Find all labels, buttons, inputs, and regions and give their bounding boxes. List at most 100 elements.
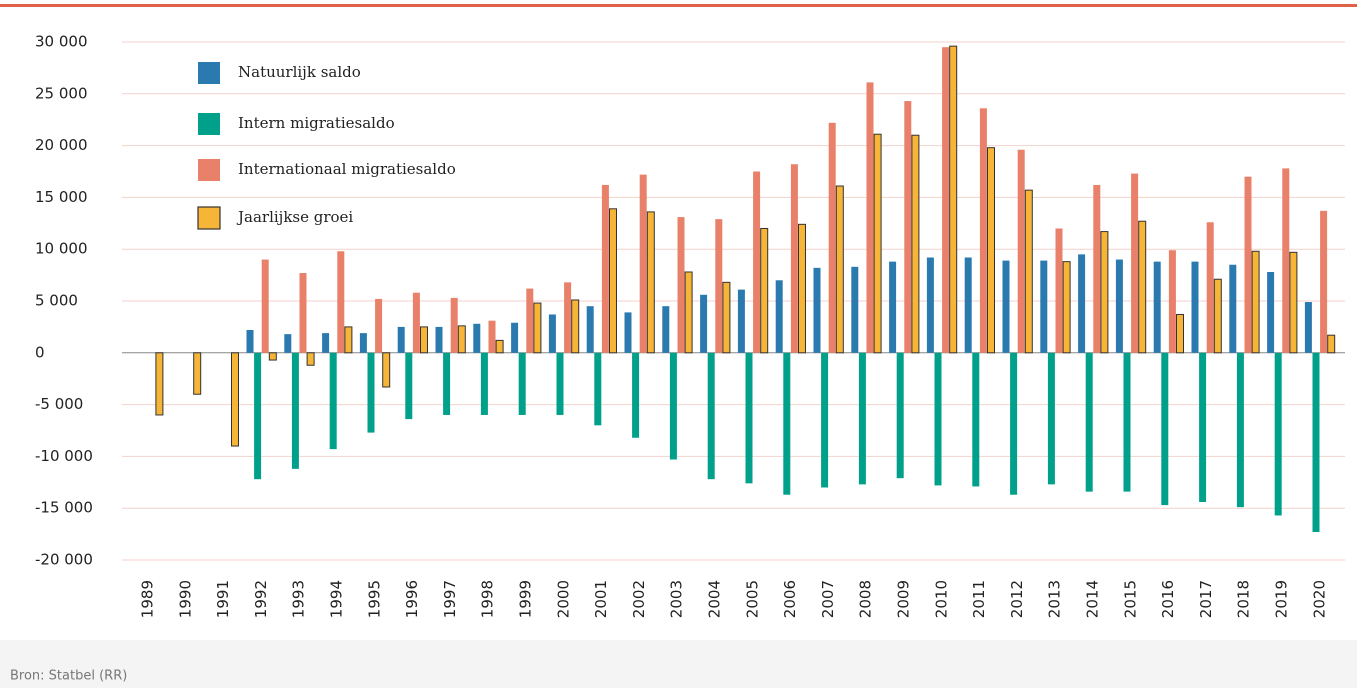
bar bbox=[639, 174, 647, 353]
bar bbox=[700, 294, 708, 353]
bar bbox=[722, 281, 731, 354]
bar bbox=[775, 280, 783, 353]
bar bbox=[556, 352, 564, 415]
bar bbox=[1282, 168, 1290, 353]
bar bbox=[246, 330, 254, 353]
bar bbox=[1093, 184, 1101, 353]
bar bbox=[1191, 261, 1199, 353]
bar bbox=[987, 147, 995, 354]
source: Bron: Statbel (RR) bbox=[10, 669, 127, 684]
bar bbox=[457, 325, 466, 354]
y-tick-label: 15 000 bbox=[35, 188, 88, 206]
bar bbox=[934, 352, 942, 486]
y-tick-label: 25 000 bbox=[35, 84, 88, 102]
bar bbox=[904, 101, 912, 353]
x-tick-label: 2017 bbox=[1197, 580, 1215, 618]
bar bbox=[1251, 250, 1260, 354]
bar bbox=[155, 352, 164, 416]
bar bbox=[299, 273, 307, 353]
bar bbox=[382, 352, 391, 388]
bar bbox=[813, 267, 821, 353]
x-tick-label: 2020 bbox=[1310, 580, 1328, 618]
y-tick-label: 0 bbox=[35, 343, 45, 361]
bar bbox=[1085, 352, 1093, 492]
bar bbox=[1236, 352, 1244, 508]
bar bbox=[1017, 149, 1025, 353]
bar bbox=[268, 352, 277, 361]
bar bbox=[1199, 352, 1207, 502]
x-tick-label: 2010 bbox=[932, 580, 950, 618]
x-tick-label: 2005 bbox=[743, 580, 761, 618]
bar bbox=[420, 326, 428, 354]
y-tick-label: 10 000 bbox=[35, 240, 88, 258]
bar bbox=[291, 352, 299, 469]
bar bbox=[435, 326, 443, 353]
bar bbox=[737, 289, 745, 353]
x-tick-label: 1996 bbox=[403, 580, 421, 618]
bar bbox=[511, 322, 519, 353]
bar bbox=[586, 306, 594, 353]
bar bbox=[548, 314, 556, 353]
bar bbox=[1312, 352, 1320, 533]
bar bbox=[1213, 278, 1222, 354]
bar bbox=[624, 312, 632, 353]
bar bbox=[677, 217, 685, 353]
legend-label: Intern migratiesaldo bbox=[238, 114, 395, 132]
x-tick-label: 2006 bbox=[781, 580, 799, 618]
y-tick-label: -15 000 bbox=[35, 499, 93, 517]
bar bbox=[1002, 260, 1010, 353]
bar bbox=[911, 134, 920, 354]
bar bbox=[866, 82, 874, 353]
bar bbox=[1304, 302, 1312, 353]
x-tick-label: 2011 bbox=[970, 580, 988, 618]
bar bbox=[1176, 313, 1184, 354]
bar bbox=[306, 352, 315, 366]
bar bbox=[594, 352, 602, 426]
bar bbox=[443, 352, 451, 415]
bar bbox=[851, 266, 859, 353]
bar bbox=[1115, 259, 1123, 353]
bar bbox=[261, 259, 269, 353]
y-tick-label: -10 000 bbox=[35, 447, 93, 465]
bar bbox=[1040, 260, 1048, 353]
legend-label: Natuurlijk saldo bbox=[238, 63, 361, 81]
bar bbox=[367, 352, 375, 433]
bar bbox=[632, 352, 640, 438]
x-tick-label: 1997 bbox=[441, 580, 459, 618]
bar bbox=[322, 333, 330, 353]
bar bbox=[284, 334, 292, 353]
bar bbox=[231, 352, 239, 447]
y-tick-label: 5 000 bbox=[35, 292, 78, 310]
x-tick-label: 1995 bbox=[365, 580, 383, 618]
bar bbox=[1047, 352, 1055, 485]
x-tick-label: 2012 bbox=[1008, 580, 1026, 618]
bar bbox=[1138, 220, 1147, 354]
bar bbox=[526, 288, 534, 353]
bar bbox=[1062, 261, 1071, 354]
x-tick-label: 2016 bbox=[1159, 580, 1177, 618]
bar bbox=[896, 352, 904, 479]
bar bbox=[858, 352, 866, 485]
legend-swatch bbox=[198, 113, 220, 135]
x-tick-label: 2013 bbox=[1046, 580, 1064, 618]
y-tick-label: -5 000 bbox=[35, 395, 83, 413]
bar bbox=[359, 333, 367, 353]
bar bbox=[964, 257, 972, 353]
legend-swatch bbox=[198, 62, 220, 84]
x-tick-label: 1989 bbox=[139, 580, 157, 618]
bar bbox=[1267, 271, 1275, 353]
bar bbox=[193, 352, 202, 395]
bar bbox=[1055, 228, 1063, 353]
bar bbox=[821, 352, 829, 488]
bar bbox=[609, 208, 617, 354]
x-tick-label: 1993 bbox=[290, 580, 308, 618]
bar bbox=[684, 271, 693, 354]
bar bbox=[1131, 173, 1139, 353]
bar bbox=[601, 184, 609, 353]
bar bbox=[375, 298, 383, 353]
bar bbox=[979, 108, 987, 353]
bar bbox=[1078, 254, 1086, 353]
bar bbox=[1161, 352, 1169, 506]
bar bbox=[835, 185, 844, 354]
x-tick-label: 2001 bbox=[592, 580, 610, 618]
